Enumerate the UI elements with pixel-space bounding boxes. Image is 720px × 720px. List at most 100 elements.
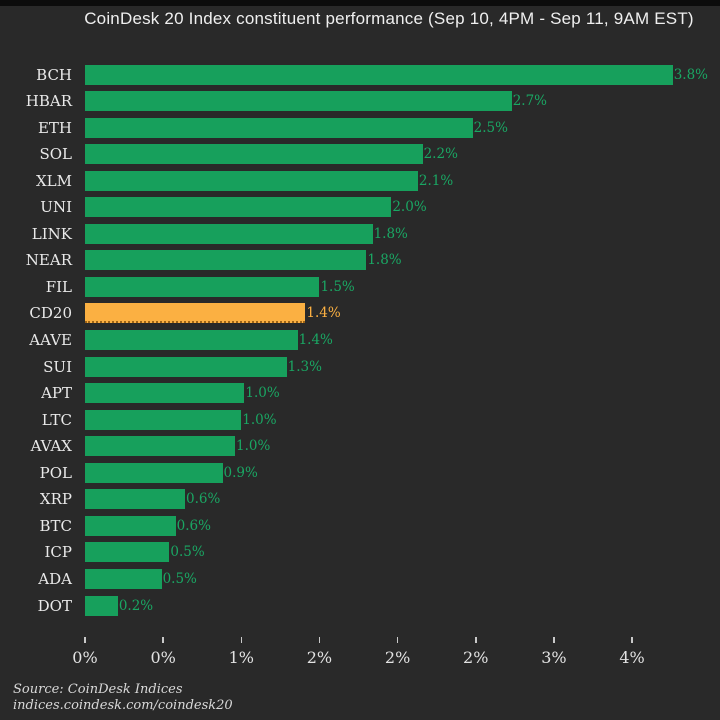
axis-tick [553,637,555,643]
coin-label: HBAR [25,92,72,111]
bar-row: FIL 1.5% [0,273,720,300]
value-label: 1.8% [373,225,408,242]
bar-row: NEAR 1.8% [0,247,720,274]
source-note: Source: CoinDesk Indices indices.coindes… [13,682,233,714]
bar-row: ETH 2.5% [0,114,720,141]
bar-rows-container: BCH 3.8% HBAR 2.7% ETH 2.5% SOL 2.2% XLM 2.1% UNI 2… [0,61,720,619]
value-label: 0.5% [162,570,197,587]
coin-label: AVAX [30,437,72,456]
performance-bar [85,91,512,112]
coin-label: XLM [36,171,72,190]
bar-row: SOL 2.2% [0,141,720,168]
value-label: 1.0% [242,411,277,428]
performance-bar [85,436,236,457]
bar-row: BCH 3.8% [0,61,720,88]
axis-tick [396,637,399,643]
coin-label: ETH [37,118,72,137]
value-label: 0.9% [223,464,258,481]
performance-bar [85,170,418,191]
bar-row: HBAR 2.7% [0,88,720,115]
axis-tick-label: 3% [541,648,567,667]
bar-row: DOT 0.2% [0,592,720,619]
bar-row: ADA 0.5% [0,565,720,592]
performance-bar [85,383,245,404]
axis-tick-label: 2% [306,648,333,667]
axis-tick [475,637,477,643]
coin-label: ADA [38,569,72,588]
bar-row: AAVE 1.4% [0,327,720,354]
coin-label: XRP [39,490,72,509]
value-label: 1.0% [236,438,271,455]
value-label: 2.5% [473,119,508,136]
coin-label: DOT [37,596,72,615]
axis-tick [84,637,86,643]
value-label: 1.0% [245,385,280,402]
performance-bar [85,515,176,536]
value-label: 0.6% [176,517,211,534]
bar-row: ICP 0.5% [0,539,720,566]
axis-tick-label: 1% [228,648,254,667]
coin-label: SOL [39,145,72,164]
window-top-edge [0,0,720,6]
value-label: 0.5% [170,544,205,561]
axis-tick [318,637,321,643]
performance-bar [85,409,242,430]
value-label: 2.7% [512,93,547,110]
value-label: 1.8% [367,252,402,269]
source-url: indices.coindesk.com/coindesk20 [13,698,233,713]
axis-tick-label: 2% [463,648,489,667]
bar-row: CD20 1.4% [0,300,720,327]
bar-row: SUI 1.3% [0,353,720,380]
coin-label: POL [39,463,72,482]
value-label: 0.6% [186,491,221,508]
bar-row: APT 1.0% [0,380,720,407]
axis-tick [631,637,633,643]
coin-label: NEAR [25,251,72,270]
axis-tick-label: 2% [384,648,411,667]
coin-label: LTC [41,410,72,429]
performance-bar-highlight [85,303,306,324]
value-label: 1.4% [298,332,333,348]
coin-label: CD20 [29,304,72,323]
value-label: 1.4% [306,305,341,322]
coin-label: FIL [45,277,72,296]
axis-tick-label: 0% [150,648,176,667]
bar-row: BTC 0.6% [0,512,720,539]
bar-row: LINK 1.8% [0,220,720,247]
bar-row: LTC 1.0% [0,406,720,433]
value-label: 1.3% [287,358,322,375]
coin-label: APT [41,384,72,403]
value-label: 3.8% [673,66,708,83]
x-axis: 0% 0% 1% 2% 2% 2% 3% 4% [0,637,720,677]
coin-label: BTC [39,516,72,535]
coin-label: BCH [36,65,72,84]
bar-row: POL 0.9% [0,459,720,486]
value-label: 2.0% [392,199,427,216]
source-line: Source: CoinDesk Indices [13,682,183,697]
value-label: 0.2% [118,597,154,614]
performance-bar [85,542,170,563]
bar-row: XLM 2.1% [0,167,720,194]
performance-bar [85,117,473,138]
performance-bar [85,276,320,297]
performance-bar [85,489,186,510]
axis-tick [162,637,164,643]
performance-bar [85,64,673,85]
performance-bar [85,250,367,271]
performance-bar [85,462,223,483]
axis-tick-label: 0% [72,648,98,667]
coin-label: SUI [43,357,72,376]
coin-label: ICP [44,543,73,562]
axis-tick-label: 4% [619,648,645,667]
bar-row: XRP 0.6% [0,486,720,513]
performance-bar [85,330,298,350]
performance-bar [85,144,423,165]
value-label: 1.5% [320,278,355,295]
coin-label: AAVE [29,331,72,349]
value-label: 2.2% [423,146,458,163]
bar-row: UNI 2.0% [0,194,720,221]
performance-bar [85,223,373,244]
performance-bar [85,356,287,377]
coin-label: LINK [31,224,72,243]
